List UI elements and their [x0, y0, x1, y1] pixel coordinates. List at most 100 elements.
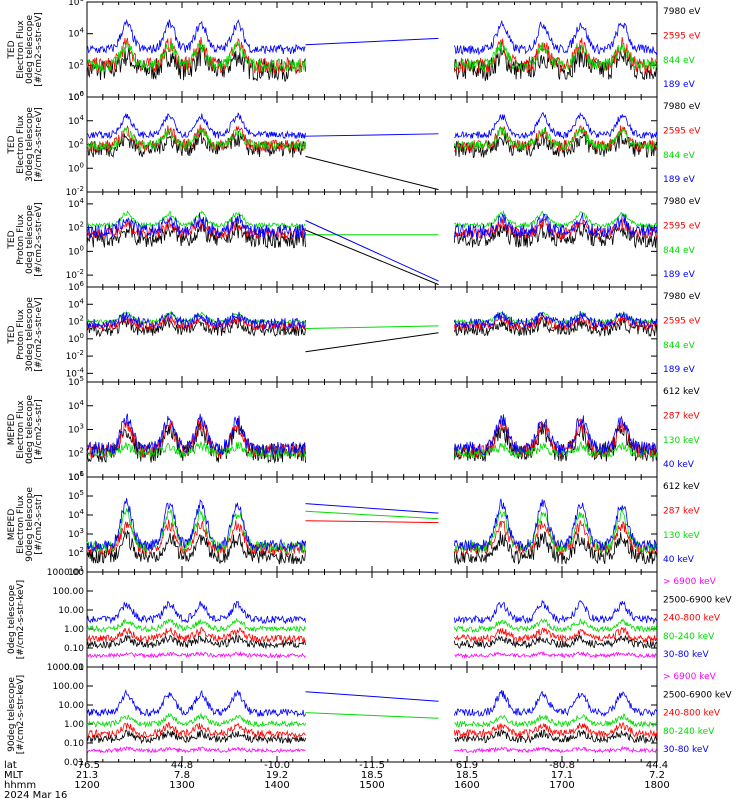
y-tick-label: 1000.00 [47, 663, 84, 673]
y-tick-label: 103 [68, 527, 84, 540]
y-axis-label: TEDProton Flux30deg telescope[#/cm2-s-st… [7, 297, 44, 372]
series-line-1 [86, 519, 306, 556]
legend-entry: 240-800 keV [663, 709, 721, 719]
y-axis-label-line: 0deg telescope [25, 15, 35, 85]
series-line-1 [454, 729, 658, 745]
y-axis-label-line: 90deg telescope [25, 487, 35, 562]
y-tick-label: 10-2 [66, 349, 84, 362]
y-axis-label-line: TED [7, 135, 17, 154]
y-tick-label: 100 [68, 161, 84, 174]
y-axis-label-line: Proton Flux [16, 214, 26, 265]
panel-7: 0.01 0.10 1.00 10.00 100.00 1000.00 90deg tele… [7, 663, 732, 768]
panel-frame [86, 286, 658, 383]
y-tick-label: 0.10 [64, 739, 84, 749]
legend-entry: 30-80 keV [663, 650, 709, 660]
y-tick-label: 106 [68, 470, 84, 483]
legend-entry: 612 keV [663, 482, 700, 492]
y-axis-label: 90deg telescope[#/cm2-s-str-keV] [7, 675, 26, 754]
y-tick-label: 102 [68, 546, 84, 559]
y-axis-label-line: [#/cm2-s-str-eV] [34, 107, 44, 182]
legend-entry: 287 keV [663, 506, 700, 516]
legend-entry: > 6900 keV [663, 577, 717, 587]
gap-line-2 [305, 229, 439, 286]
series-line-3 [453, 498, 658, 553]
y-tick-label: 10.00 [58, 606, 84, 616]
x-tick-label: 1700 [549, 780, 574, 791]
x-tick-label: 17.1 [551, 770, 573, 781]
y-axis-label-line: Electron Flux [16, 115, 26, 174]
y-tick-label: 1.00 [64, 625, 84, 635]
x-tick-label: 1200 [74, 780, 99, 791]
legend-entry: 30-80 keV [663, 745, 709, 755]
legend-entry: 2595 eV [663, 221, 701, 231]
y-axis-label-line: MEPED [7, 509, 17, 541]
series-line-1 [86, 729, 306, 745]
x-tick-label: 61.9 [456, 760, 478, 771]
legend-entry: 189 eV [663, 365, 696, 375]
series-line-3 [86, 617, 306, 633]
y-tick-label: 1000.00 [47, 568, 84, 578]
gap-line-1 [305, 712, 439, 719]
y-tick-label: 104 [68, 27, 84, 40]
gap-line-1 [305, 332, 439, 353]
gap-line-2 [305, 520, 439, 524]
legend-entry: 189 eV [663, 270, 696, 280]
series-line-0 [453, 223, 658, 249]
y-tick-label: 106 [68, 280, 84, 293]
panel-6: 0.01 0.10 1.00 10.00 100.00 1000.00 0deg teles… [7, 568, 732, 673]
series-line-2 [453, 41, 657, 73]
series-line-2 [86, 210, 306, 229]
series-line-3 [453, 19, 658, 56]
y-tick-label: 102 [68, 446, 84, 459]
y-tick-label: 100.00 [53, 587, 85, 597]
x-tick-label: 1400 [264, 780, 289, 791]
y-axis-label-line: [#/cm2-s-str-eV] [34, 297, 44, 372]
date-label: 2024 Mar 16 [4, 790, 67, 800]
y-axis-label-line: 0deg telescope [25, 205, 35, 275]
legend-entry: 80-240 keV [663, 632, 715, 642]
y-axis-label-line: TED [7, 40, 17, 59]
legend-entry: 7980 eV [663, 7, 701, 17]
panel-frame [86, 666, 658, 763]
series-line-2 [86, 441, 306, 459]
legend-entry: 612 keV [663, 387, 700, 397]
series-line-1 [86, 634, 306, 650]
y-axis-label-line: [#/cm2-s-str-keV] [16, 580, 26, 659]
legend-entry: 844 eV [663, 56, 696, 66]
y-axis-label-line: 30deg telescope [25, 297, 35, 372]
x-tick-label: 44.4 [646, 760, 668, 771]
series-line-0 [86, 746, 306, 754]
series-line-1 [453, 313, 658, 331]
y-tick-label: 102 [68, 138, 84, 151]
legend-entry: 844 eV [663, 151, 696, 161]
gap-line-1 [305, 220, 439, 282]
legend-entry: 287 keV [663, 411, 700, 421]
legend-entry: 7980 eV [663, 102, 701, 112]
series-line-1 [454, 217, 658, 241]
series-line-2 [453, 626, 658, 644]
x-tick-label: 44.8 [171, 760, 193, 771]
legend-entry: 2595 eV [663, 316, 701, 326]
y-tick-label: 100 [68, 244, 84, 257]
series-line-0 [453, 531, 658, 565]
x-tick-label: 1600 [454, 780, 479, 791]
legend-entry: 2500-6900 keV [663, 690, 732, 700]
series-line-0 [86, 44, 306, 82]
series-line-0 [86, 221, 306, 249]
legend-entry: 844 eV [663, 341, 696, 351]
series-line-3 [86, 212, 306, 239]
series-line-3 [454, 713, 658, 728]
series-line-4 [453, 689, 658, 718]
x-tick-label: 7.2 [649, 770, 665, 781]
series-line-4 [86, 689, 306, 718]
legend-entry: 2500-6900 keV [663, 595, 732, 605]
x-tick-label: -10.0 [264, 760, 290, 771]
y-axis-label-line: [#/cm2-s-str-eV] [34, 12, 44, 87]
y-axis-label: 0deg telescope[#/cm2-s-str-keV] [7, 580, 26, 659]
y-tick-label: 106 [68, 0, 84, 8]
y-tick-label: 10.00 [58, 701, 84, 711]
legend-entry: 189 eV [663, 175, 696, 185]
